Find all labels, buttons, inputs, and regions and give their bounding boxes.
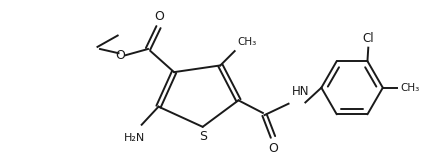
Text: HN: HN (292, 85, 309, 98)
Text: CH₃: CH₃ (400, 83, 420, 93)
Text: O: O (116, 49, 125, 62)
Text: Cl: Cl (363, 32, 374, 45)
Text: S: S (199, 130, 207, 143)
Text: O: O (268, 142, 278, 155)
Text: CH₃: CH₃ (237, 37, 256, 47)
Text: O: O (154, 10, 164, 23)
Text: H₂N: H₂N (124, 133, 145, 143)
